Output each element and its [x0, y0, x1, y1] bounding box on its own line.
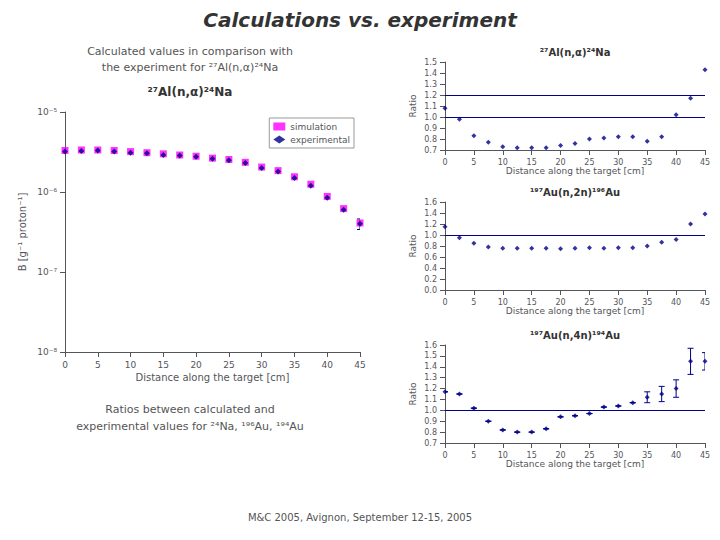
svg-text:25: 25 — [584, 158, 594, 167]
svg-text:30: 30 — [613, 451, 623, 460]
svg-text:30: 30 — [256, 360, 268, 370]
svg-text:experimental: experimental — [290, 135, 350, 145]
svg-text:20: 20 — [555, 298, 565, 307]
svg-text:Ratio: Ratio — [408, 234, 418, 258]
svg-text:experimental values for ²⁴Na,: experimental values for ²⁴Na, ¹⁹⁶Au, ¹⁹⁴… — [76, 420, 304, 433]
svg-text:1.4: 1.4 — [424, 362, 437, 371]
svg-text:45: 45 — [700, 451, 710, 460]
svg-text:10⁻⁵: 10⁻⁵ — [37, 107, 57, 117]
svg-text:10: 10 — [125, 360, 137, 370]
svg-text:10: 10 — [498, 158, 508, 167]
svg-text:Calculated values in compariso: Calculated values in comparison with — [87, 45, 293, 58]
svg-text:25: 25 — [584, 298, 594, 307]
svg-text:15: 15 — [527, 298, 537, 307]
svg-text:1.3: 1.3 — [424, 373, 437, 382]
svg-text:0: 0 — [442, 158, 447, 167]
svg-text:40: 40 — [671, 158, 681, 167]
svg-text:1.0: 1.0 — [424, 231, 437, 240]
svg-text:0.8: 0.8 — [424, 135, 437, 144]
svg-text:10: 10 — [498, 451, 508, 460]
svg-text:0: 0 — [442, 451, 447, 460]
svg-text:Distance along the target [cm]: Distance along the target [cm] — [506, 459, 645, 469]
svg-text:Ratios between calculated and: Ratios between calculated and — [105, 403, 274, 416]
svg-text:Distance along the target [cm]: Distance along the target [cm] — [506, 306, 645, 316]
svg-text:1.2: 1.2 — [424, 384, 437, 393]
svg-text:B [g⁻¹ proton⁻¹]: B [g⁻¹ proton⁻¹] — [17, 193, 28, 272]
svg-text:Calculations vs. experiment: Calculations vs. experiment — [203, 8, 518, 32]
svg-text:1.0: 1.0 — [424, 406, 437, 415]
svg-text:30: 30 — [613, 158, 623, 167]
svg-text:Distance along the target [cm]: Distance along the target [cm] — [506, 166, 645, 176]
svg-text:35: 35 — [642, 451, 652, 460]
svg-text:1.5: 1.5 — [424, 58, 437, 67]
svg-text:20: 20 — [555, 451, 565, 460]
svg-text:0.9: 0.9 — [424, 124, 437, 133]
svg-text:0.4: 0.4 — [424, 264, 437, 273]
svg-text:15: 15 — [527, 451, 537, 460]
svg-text:1.4: 1.4 — [424, 69, 437, 78]
svg-text:Distance along the target [cm]: Distance along the target [cm] — [135, 372, 289, 383]
svg-text:45: 45 — [354, 360, 365, 370]
svg-text:0.2: 0.2 — [424, 275, 437, 284]
svg-text:²⁷Al(n,α)²⁴Na: ²⁷Al(n,α)²⁴Na — [148, 85, 233, 99]
svg-text:45: 45 — [700, 298, 710, 307]
svg-text:15: 15 — [527, 158, 537, 167]
svg-text:1.5: 1.5 — [424, 351, 437, 360]
svg-text:5: 5 — [471, 298, 476, 307]
svg-text:10⁻⁶: 10⁻⁶ — [37, 187, 57, 197]
svg-text:0.8: 0.8 — [424, 242, 437, 251]
svg-text:5: 5 — [471, 158, 476, 167]
svg-text:25: 25 — [223, 360, 234, 370]
svg-text:0.7: 0.7 — [424, 439, 437, 448]
svg-text:Ratio: Ratio — [408, 94, 418, 118]
svg-text:5: 5 — [471, 451, 476, 460]
svg-text:0.7: 0.7 — [424, 146, 437, 155]
svg-text:1.3: 1.3 — [424, 80, 437, 89]
svg-text:35: 35 — [642, 298, 652, 307]
svg-text:35: 35 — [289, 360, 300, 370]
svg-text:1.6: 1.6 — [424, 341, 437, 350]
svg-text:simulation: simulation — [290, 122, 337, 132]
svg-text:the experiment for ²⁷Al(n,α)²⁴: the experiment for ²⁷Al(n,α)²⁴Na — [102, 61, 278, 74]
svg-text:1.6: 1.6 — [424, 198, 437, 207]
svg-text:0.0: 0.0 — [424, 286, 437, 295]
svg-text:5: 5 — [95, 360, 101, 370]
svg-text:30: 30 — [613, 298, 623, 307]
svg-text:25: 25 — [584, 451, 594, 460]
svg-text:1.0: 1.0 — [424, 113, 437, 122]
svg-text:10⁻⁸: 10⁻⁸ — [37, 347, 57, 357]
svg-text:10: 10 — [498, 298, 508, 307]
svg-text:0.6: 0.6 — [424, 253, 437, 262]
svg-text:0.8: 0.8 — [424, 428, 437, 437]
svg-text:45: 45 — [700, 158, 710, 167]
svg-text:35: 35 — [642, 158, 652, 167]
svg-text:10⁻⁷: 10⁻⁷ — [37, 267, 57, 277]
svg-text:0: 0 — [62, 360, 68, 370]
svg-text:¹⁹⁷Au(n,2n)¹⁹⁶Au: ¹⁹⁷Au(n,2n)¹⁹⁶Au — [530, 187, 620, 198]
svg-text:20: 20 — [555, 158, 565, 167]
svg-text:40: 40 — [671, 298, 681, 307]
svg-text:1.1: 1.1 — [424, 102, 437, 111]
svg-text:1.2: 1.2 — [424, 91, 437, 100]
svg-text:0: 0 — [442, 298, 447, 307]
svg-text:40: 40 — [671, 451, 681, 460]
svg-text:15: 15 — [158, 360, 169, 370]
svg-text:1.1: 1.1 — [424, 395, 437, 404]
svg-text:1.4: 1.4 — [424, 209, 437, 218]
svg-text:1.2: 1.2 — [424, 220, 437, 229]
svg-text:0.9: 0.9 — [424, 417, 437, 426]
svg-text:Ratio: Ratio — [408, 382, 418, 406]
svg-text:40: 40 — [321, 360, 333, 370]
svg-text:²⁷Al(n,α)²⁴Na: ²⁷Al(n,α)²⁴Na — [540, 47, 611, 58]
svg-text:¹⁹⁷Au(n,4n)¹⁹⁴Au: ¹⁹⁷Au(n,4n)¹⁹⁴Au — [530, 330, 620, 341]
svg-text:20: 20 — [190, 360, 202, 370]
svg-text:M&C 2005, Avignon, September 1: M&C 2005, Avignon, September 12-15, 2005 — [248, 512, 472, 523]
